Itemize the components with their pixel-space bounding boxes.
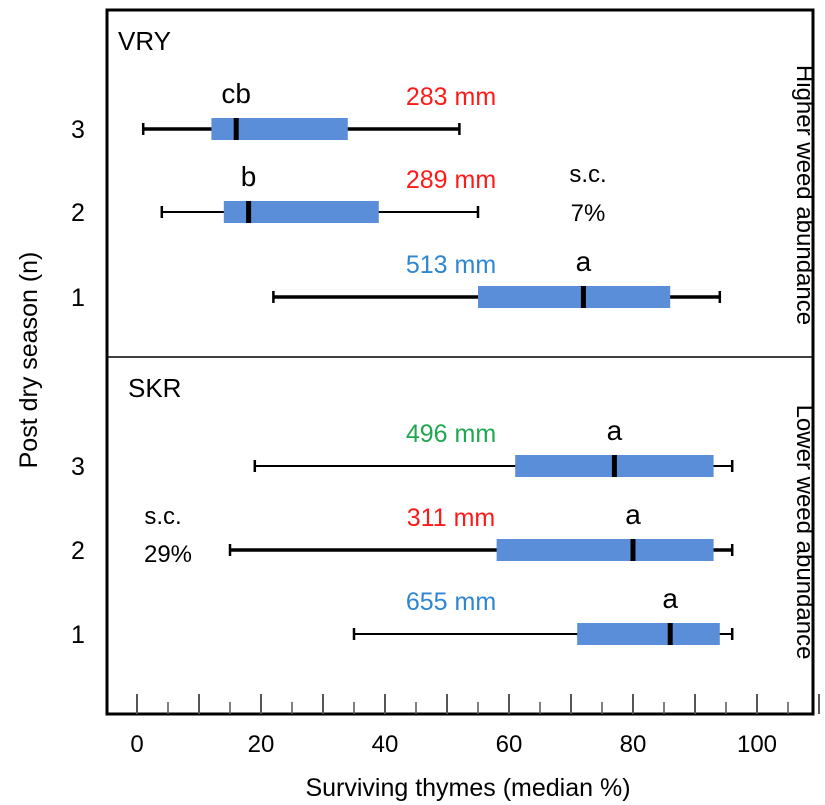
y-tick-label: 1 [71, 621, 85, 649]
box-plot-vry-1: a 513 mm [272, 246, 722, 308]
boxes: cb 283 mm b 289 mm a 513 mm a 496 mm a 311 mm a 655… [141, 78, 734, 645]
panel-title-vry: VRY [118, 26, 171, 56]
y-tick-label: 3 [71, 453, 85, 481]
x-tick-label: 20 [248, 731, 275, 758]
x-tick-label: 80 [620, 731, 647, 758]
y-tick-label: 3 [71, 116, 85, 144]
plot-frame [105, 8, 815, 716]
significance-letter: a [576, 246, 592, 277]
box-plot-skr-3: a 496 mm [253, 415, 734, 477]
side-label-lower: Lower weed abundance [791, 405, 818, 660]
rainfall-label: 655 mm [406, 588, 496, 616]
x-axis: 0 20 40 60 80 100 [130, 694, 820, 758]
iqr-box [211, 118, 348, 140]
x-tick-label: 0 [130, 731, 143, 758]
x-axis-title: Surviving thymes (median %) [305, 774, 630, 802]
significance-letter: b [241, 161, 257, 192]
x-tick-label: 60 [496, 731, 523, 758]
sc-label-vry: s.c. [569, 161, 606, 188]
side-label-higher: Higher weed abundance [791, 65, 818, 325]
y-tick-labels: 3 2 1 3 2 1 [71, 116, 85, 649]
y-tick-label: 2 [71, 199, 85, 227]
significance-letter: a [625, 499, 641, 530]
significance-letter: a [607, 415, 623, 446]
panel-title-skr: SKR [128, 373, 181, 403]
sc-value-skr: 29% [144, 541, 192, 568]
iqr-box [577, 623, 720, 645]
rainfall-label: 513 mm [406, 251, 496, 279]
rainfall-label: 289 mm [406, 166, 496, 194]
x-tick-label: 40 [372, 731, 399, 758]
sc-value-vry: 7% [571, 200, 606, 227]
iqr-box [478, 286, 671, 308]
rainfall-label: 311 mm [407, 504, 495, 532]
plot-border [105, 8, 815, 716]
significance-letter: cb [221, 78, 251, 109]
y-axis-title: Post dry season (n) [15, 252, 43, 469]
box-plot-vry-3: cb 283 mm [141, 78, 496, 140]
iqr-box [496, 539, 714, 561]
rainfall-label: 496 mm [406, 420, 496, 448]
iqr-box [223, 201, 379, 223]
rainfall-label: 283 mm [406, 83, 496, 111]
y-tick-label: 1 [71, 284, 85, 312]
box-plot-vry-2: b 289 mm [160, 161, 496, 223]
y-tick-label: 2 [71, 537, 85, 565]
sc-label-skr: s.c. [144, 503, 181, 530]
x-tick-label: 100 [737, 731, 777, 758]
significance-letter: a [662, 583, 678, 614]
box-plot-skr-2: a 311 mm [228, 499, 734, 561]
box-plot-skr-1: a 655 mm [352, 583, 734, 645]
